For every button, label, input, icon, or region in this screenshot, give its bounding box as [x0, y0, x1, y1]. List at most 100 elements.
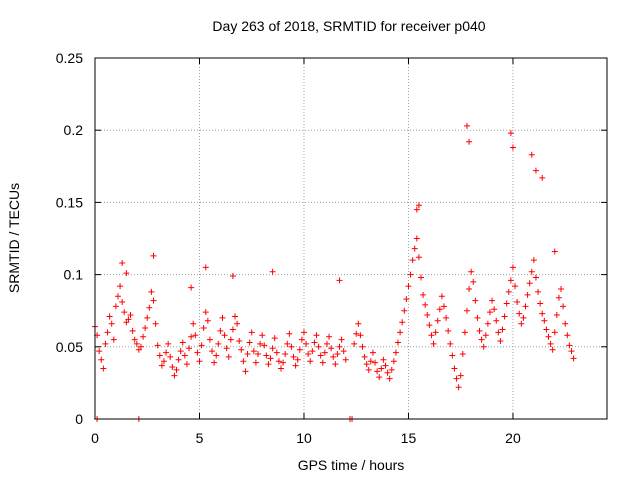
data-point: [152, 320, 159, 327]
data-point: [526, 280, 533, 287]
data-point: [319, 359, 326, 366]
data-point: [202, 309, 209, 316]
data-point: [545, 333, 552, 340]
data-point: [190, 320, 197, 327]
data-point: [188, 333, 195, 340]
data-point: [186, 345, 193, 352]
data-point: [112, 303, 119, 310]
data-point: [551, 248, 558, 255]
data-point: [263, 352, 270, 359]
data-point: [507, 130, 514, 137]
data-point: [434, 317, 441, 324]
data-point: [505, 288, 512, 295]
data-point: [376, 374, 383, 381]
ticks: 0 0.05 0.1 0.15 0.2 0.25 0 5 10 15 20: [56, 50, 607, 446]
data-point: [501, 313, 508, 320]
data-point: [432, 329, 439, 336]
data-point: [108, 320, 115, 327]
data-point: [121, 309, 128, 316]
data-point: [269, 345, 276, 352]
data-point: [551, 329, 558, 336]
data-point: [451, 365, 458, 372]
data-point: [566, 342, 573, 349]
data-point: [167, 353, 174, 360]
data-point: [422, 301, 429, 308]
data-point: [537, 300, 544, 307]
data-point: [386, 375, 393, 382]
data-point: [401, 307, 408, 314]
data-point: [156, 352, 163, 359]
data-point: [466, 286, 473, 293]
data-point: [321, 349, 328, 356]
data-point: [457, 372, 464, 379]
data-point: [242, 368, 249, 375]
data-point: [305, 351, 312, 358]
data-point: [507, 277, 514, 284]
data-point: [470, 278, 477, 285]
data-point: [286, 330, 293, 337]
grid: [95, 58, 607, 419]
data-point: [449, 352, 456, 359]
data-point: [277, 365, 284, 372]
data-point: [215, 340, 222, 347]
data-point: [332, 361, 339, 368]
data-point: [131, 336, 138, 343]
data-point: [336, 343, 343, 350]
data-point: [516, 310, 523, 317]
data-point: [357, 332, 364, 339]
data-point: [133, 340, 140, 347]
data-point: [539, 310, 546, 317]
data-point: [372, 359, 379, 366]
data-point: [209, 348, 216, 355]
data-point: [524, 291, 531, 298]
data-point: [129, 327, 136, 334]
data-point: [282, 351, 289, 358]
data-point: [175, 356, 182, 363]
data-point: [248, 329, 255, 336]
data-point: [463, 307, 470, 314]
data-point: [255, 351, 262, 358]
data-point: [436, 306, 443, 313]
data-point: [463, 122, 470, 129]
data-point: [198, 342, 205, 349]
y-tick-label: 0.15: [56, 194, 83, 210]
data-point: [221, 332, 228, 339]
data-point: [229, 326, 236, 333]
y-axis-label: SRMTID / TECUs: [6, 183, 22, 293]
data-point: [365, 366, 372, 373]
x-tick-label: 5: [196, 430, 204, 446]
data-point: [361, 353, 368, 360]
data-point: [555, 294, 562, 301]
data-point: [183, 361, 190, 368]
data-point: [489, 297, 496, 304]
data-point: [405, 283, 412, 290]
data-point: [137, 343, 144, 350]
data-point: [369, 349, 376, 356]
data-point: [539, 174, 546, 181]
data-point: [493, 317, 500, 324]
data-point: [399, 319, 406, 326]
data-point: [353, 330, 360, 337]
data-point: [512, 283, 519, 290]
data-point: [570, 355, 577, 362]
data-point: [326, 333, 333, 340]
data-point: [440, 303, 447, 310]
data-point: [307, 358, 314, 365]
data-point: [558, 286, 565, 293]
data-point: [528, 268, 535, 275]
data-point: [127, 312, 134, 319]
data-point: [453, 375, 460, 382]
data-point: [363, 361, 370, 368]
data-point: [206, 336, 213, 343]
data-point: [303, 340, 310, 347]
y-tick-label: 0.25: [56, 50, 83, 66]
x-tick-label: 10: [296, 430, 312, 446]
data-point: [238, 346, 245, 353]
data-point: [403, 296, 410, 303]
x-tick-label: 20: [505, 430, 521, 446]
data-point: [298, 336, 305, 343]
data-point: [202, 264, 209, 271]
data-point: [104, 329, 111, 336]
data-point: [150, 252, 157, 259]
